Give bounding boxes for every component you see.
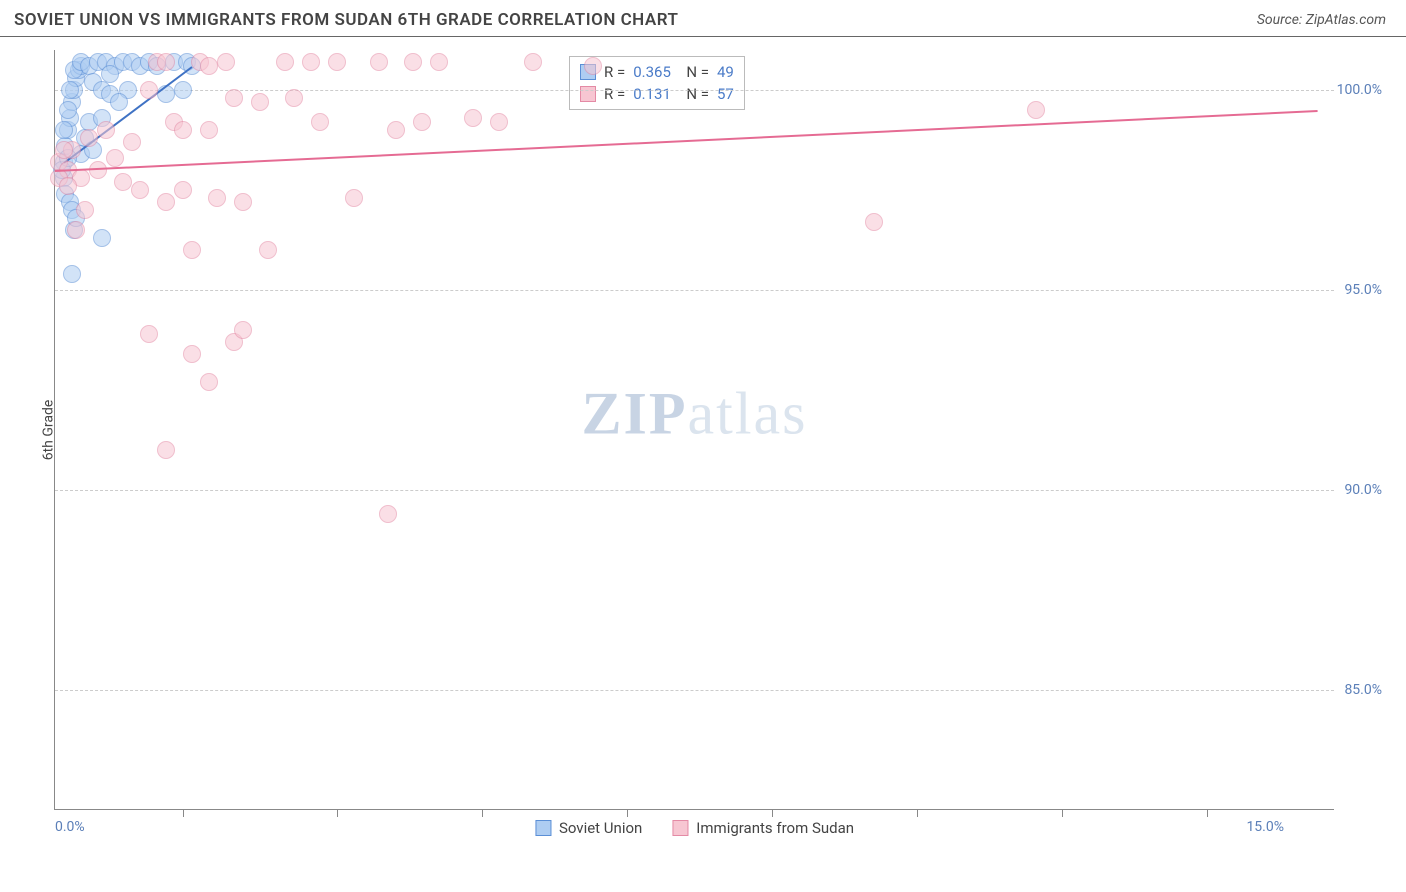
data-point xyxy=(93,229,111,247)
gridline-h xyxy=(55,90,1334,91)
data-point xyxy=(413,113,431,131)
gridline-h xyxy=(55,490,1334,491)
data-point xyxy=(379,505,397,523)
stats-r-value: 0.131 xyxy=(633,85,671,103)
gridline-h xyxy=(55,290,1334,291)
data-point xyxy=(140,325,158,343)
data-point xyxy=(183,241,201,259)
data-point xyxy=(490,113,508,131)
data-point xyxy=(63,265,81,283)
stats-r-value: 0.365 xyxy=(633,63,671,81)
data-point xyxy=(110,93,128,111)
data-point xyxy=(404,53,422,71)
data-point xyxy=(76,201,94,219)
data-point xyxy=(123,133,141,151)
legend-swatch xyxy=(535,820,551,836)
x-tick xyxy=(1207,809,1208,817)
chart-title: SOVIET UNION VS IMMIGRANTS FROM SUDAN 6T… xyxy=(14,10,678,30)
legend-swatch xyxy=(672,820,688,836)
data-point xyxy=(251,93,269,111)
data-point xyxy=(276,53,294,71)
y-tick-label: 95.0% xyxy=(1344,282,1382,298)
data-point xyxy=(1027,101,1045,119)
legend-label: Soviet Union xyxy=(559,819,642,837)
x-axis-min-label: 0.0% xyxy=(55,819,85,835)
x-tick xyxy=(1062,809,1063,817)
legend-item: Soviet Union xyxy=(535,819,642,837)
y-tick-label: 85.0% xyxy=(1344,682,1382,698)
x-tick xyxy=(627,809,628,817)
data-point xyxy=(370,53,388,71)
data-point xyxy=(200,57,218,75)
data-point xyxy=(97,121,115,139)
watermark: ZIPatlas xyxy=(582,380,808,449)
y-tick-label: 90.0% xyxy=(1344,482,1382,498)
data-point xyxy=(157,441,175,459)
x-tick xyxy=(772,809,773,817)
data-point xyxy=(200,373,218,391)
stats-n-value: 57 xyxy=(717,85,734,103)
data-point xyxy=(311,113,329,131)
data-point xyxy=(67,221,85,239)
x-tick xyxy=(337,809,338,817)
stats-row: R = 0.131 N = 57 xyxy=(580,83,734,105)
data-point xyxy=(183,345,201,363)
data-point xyxy=(174,121,192,139)
data-point xyxy=(157,193,175,211)
data-point xyxy=(865,213,883,231)
data-point xyxy=(174,181,192,199)
gridline-h xyxy=(55,690,1334,691)
data-point xyxy=(114,173,132,191)
x-tick xyxy=(183,809,184,817)
legend-bottom: Soviet Union Immigrants from Sudan xyxy=(535,819,854,837)
stats-n-label: N = xyxy=(679,63,709,81)
data-point xyxy=(106,149,124,167)
x-axis-max-label: 15.0% xyxy=(1246,819,1284,835)
data-point xyxy=(285,89,303,107)
y-tick-label: 100.0% xyxy=(1337,82,1382,98)
legend-swatch xyxy=(580,86,596,102)
data-point xyxy=(80,129,98,147)
stats-r-label: R = xyxy=(604,85,625,103)
data-point xyxy=(387,121,405,139)
stats-n-value: 49 xyxy=(717,63,734,81)
data-point xyxy=(61,81,79,99)
data-point xyxy=(584,57,602,75)
data-point xyxy=(59,101,77,119)
data-point xyxy=(328,53,346,71)
data-point xyxy=(174,81,192,99)
trend-line xyxy=(55,110,1318,172)
data-point xyxy=(59,177,77,195)
data-point xyxy=(259,241,277,259)
stats-n-label: N = xyxy=(679,85,709,103)
plot-region: ZIPatlas R =0.365 N =49R =0.131 N =57 0.… xyxy=(54,50,1334,810)
chart-header: SOVIET UNION VS IMMIGRANTS FROM SUDAN 6T… xyxy=(0,0,1406,37)
data-point xyxy=(234,193,252,211)
data-point xyxy=(200,121,218,139)
data-point xyxy=(225,89,243,107)
data-point xyxy=(234,321,252,339)
data-point xyxy=(217,53,235,71)
data-point xyxy=(131,181,149,199)
data-point xyxy=(140,81,158,99)
data-point xyxy=(208,189,226,207)
x-tick xyxy=(482,809,483,817)
data-point xyxy=(55,141,73,159)
data-point xyxy=(430,53,448,71)
data-point xyxy=(101,65,119,83)
data-point xyxy=(464,109,482,127)
stats-row: R = 0.365 N = 49 xyxy=(580,61,734,83)
chart-area: 6th Grade ZIPatlas R =0.365 N =49R =0.13… xyxy=(54,50,1384,810)
legend-label: Immigrants from Sudan xyxy=(696,819,854,837)
stats-r-label: R = xyxy=(604,63,625,81)
data-point xyxy=(345,189,363,207)
data-point xyxy=(524,53,542,71)
data-point xyxy=(302,53,320,71)
legend-item: Immigrants from Sudan xyxy=(672,819,854,837)
x-tick xyxy=(917,809,918,817)
data-point xyxy=(157,53,175,71)
data-point xyxy=(55,121,73,139)
source-label: Source: ZipAtlas.com xyxy=(1257,12,1386,28)
